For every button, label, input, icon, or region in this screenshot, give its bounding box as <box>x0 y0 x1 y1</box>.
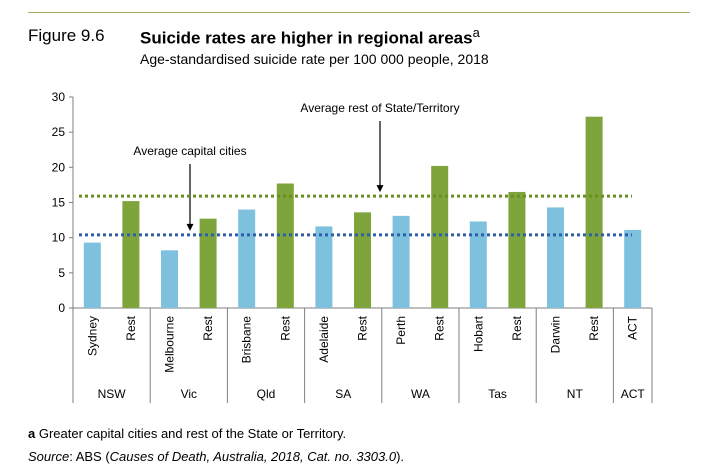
x-tick-label: Rest <box>510 315 524 340</box>
figure-subtitle: Age-standardised suicide rate per 100 00… <box>140 51 489 67</box>
bar-rest <box>276 183 294 308</box>
x-tick-label: Rest <box>587 315 601 340</box>
source-label: Source <box>28 449 70 464</box>
y-tick-label: 0 <box>58 301 65 315</box>
group-label: WA <box>411 387 430 401</box>
x-tick-label: Sydney <box>85 316 99 356</box>
x-tick-label: Melbourne <box>163 316 177 373</box>
bar-capital <box>624 229 642 308</box>
footnote-marker: a <box>28 426 36 441</box>
group-label: Vic <box>181 387 197 401</box>
annotation-arrow-head <box>376 185 384 193</box>
x-tick-label: Darwin <box>549 316 563 353</box>
top-rule <box>28 12 690 13</box>
figure-title-text: Suicide rates are higher in regional are… <box>140 28 473 48</box>
bar-capital <box>161 250 178 308</box>
x-tick-label: Rest <box>201 315 215 340</box>
y-tick-label: 10 <box>52 231 66 245</box>
bar-rest <box>122 201 140 308</box>
group-label: Tas <box>488 387 507 401</box>
bar-capital <box>315 226 333 308</box>
bar-rest <box>431 165 449 308</box>
annotation-arrow-head <box>186 223 194 231</box>
x-tick-label: Rest <box>433 315 447 340</box>
y-tick-label: 25 <box>52 125 66 139</box>
x-tick-label: ACT <box>626 315 640 340</box>
bar-capital <box>83 242 101 308</box>
reference-line-label: Average rest of State/Territory <box>300 101 459 115</box>
y-tick-label: 5 <box>58 266 65 280</box>
x-tick-label: Rest <box>124 315 138 340</box>
source-text: : ABS ( <box>69 449 110 464</box>
figure-label: Figure 9.6 <box>28 26 105 45</box>
title-footnote-marker: a <box>472 25 480 40</box>
bar-rest <box>585 116 603 309</box>
group-label: NT <box>567 387 584 401</box>
figure-title: Suicide rates are higher in regional are… <box>140 25 480 49</box>
x-tick-label: Rest <box>356 315 370 340</box>
bar-capital <box>469 221 487 308</box>
source-note: Source: ABS (Causes of Death, Australia,… <box>28 449 404 464</box>
bar-rest <box>199 218 217 308</box>
footnote-text: Greater capital cities and rest of the S… <box>35 426 347 441</box>
bar-capital <box>238 209 256 308</box>
x-tick-label: Hobart <box>471 315 485 352</box>
reference-line-label: Average capital cities <box>133 144 246 158</box>
footnote: a Greater capital cities and rest of the… <box>28 426 346 441</box>
group-label: SA <box>335 387 351 401</box>
y-tick-label: 30 <box>52 90 66 104</box>
bar-rest <box>508 191 526 308</box>
source-publication: Causes of Death, Australia, 2018, Cat. n… <box>109 449 397 464</box>
bar-capital <box>392 215 410 308</box>
y-tick-label: 15 <box>52 196 66 210</box>
bar-capital <box>547 207 564 308</box>
x-tick-label: Perth <box>394 316 408 345</box>
bar-rest <box>354 212 371 308</box>
group-label: NSW <box>98 387 127 401</box>
x-tick-label: Rest <box>278 315 292 340</box>
bar-chart: 0 5 10 15 20 25 30 Sydney Rest Melbourne Rest Brisb… <box>52 90 653 403</box>
x-tick-label: Brisbane <box>240 316 254 364</box>
group-label: Qld <box>257 387 276 401</box>
source-end: ). <box>396 449 405 464</box>
x-tick-label: Adelaide <box>317 316 331 363</box>
group-label: ACT <box>621 387 646 401</box>
y-tick-label: 20 <box>52 160 66 174</box>
